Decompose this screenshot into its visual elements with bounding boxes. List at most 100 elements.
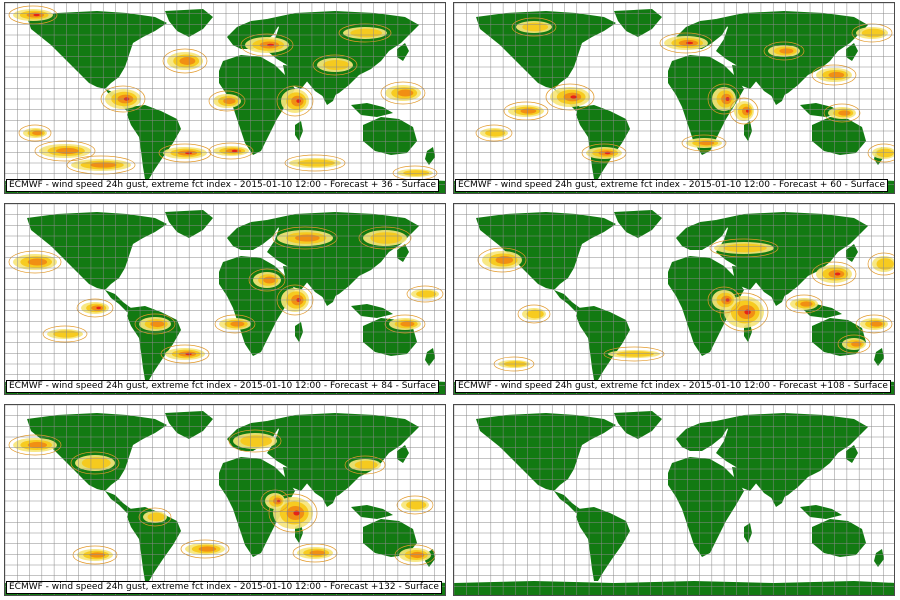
efi-contour	[511, 17, 557, 37]
efi-level-3	[834, 272, 841, 276]
efi-contour	[138, 507, 172, 527]
efi-contour	[477, 247, 527, 273]
efi-area	[158, 143, 212, 163]
landmass-india	[321, 475, 339, 507]
graticule	[454, 405, 894, 595]
map-panel-1: ECMWF - wind speed 24h gust, extreme fct…	[4, 2, 446, 194]
efi-contour	[158, 143, 212, 163]
landmass-antarctica	[454, 581, 894, 595]
efi-contour	[380, 81, 426, 105]
efi-area	[384, 314, 426, 334]
efi-contour	[312, 54, 358, 76]
efi-areas	[8, 429, 436, 566]
efi-area	[138, 507, 172, 527]
efi-area	[811, 261, 857, 287]
world-map-3	[5, 204, 445, 394]
efi-level-2	[295, 234, 320, 242]
efi-level-1	[147, 512, 165, 522]
efi-contour	[396, 495, 434, 515]
efi-level-1	[485, 129, 506, 137]
efi-level-1	[416, 290, 437, 298]
efi-contour	[8, 250, 62, 274]
landmass-indonesia	[351, 304, 393, 318]
efi-areas	[8, 226, 444, 364]
efi-level-2	[870, 321, 883, 327]
efi-level-3	[33, 13, 40, 17]
efi-contour	[823, 103, 861, 123]
efi-contour	[272, 226, 338, 250]
efi-contour	[66, 155, 136, 175]
efi-contour	[72, 545, 118, 565]
efi-contour	[811, 64, 857, 86]
graticule	[454, 3, 894, 193]
efi-contour	[42, 325, 88, 343]
efi-level-2	[55, 147, 79, 155]
world-map-6	[454, 405, 894, 595]
landmass-india	[770, 475, 788, 507]
efi-level-2	[223, 97, 236, 105]
landmass-south-america	[576, 105, 630, 179]
efi-contour	[34, 140, 96, 162]
landmass-india	[321, 73, 339, 105]
efi-area	[248, 268, 286, 292]
efi-contour	[208, 142, 254, 160]
efi-contour	[162, 48, 208, 74]
landmass-new-zealand	[425, 348, 435, 366]
efi-level-2	[230, 321, 245, 327]
efi-contour	[344, 455, 386, 475]
efi-area	[503, 101, 549, 121]
efi-area	[855, 314, 893, 334]
efi-area	[162, 48, 208, 74]
landmass-africa	[668, 256, 744, 356]
efi-level-1	[876, 258, 894, 270]
efi-area	[581, 143, 627, 163]
efi-area	[276, 85, 314, 117]
efi-level-1	[616, 351, 654, 357]
map-caption-3: ECMWF - wind speed 24h gust, extreme fct…	[6, 380, 440, 393]
efi-area	[811, 64, 857, 86]
world-map-1	[5, 3, 445, 193]
efi-contour	[785, 294, 823, 314]
landmass-new-zealand	[874, 348, 884, 366]
efi-contour	[8, 5, 58, 25]
efi-contour	[855, 314, 893, 334]
map-panel-5: ECMWF - wind speed 24h gust, extreme fct…	[4, 404, 446, 596]
efi-level-3	[746, 109, 750, 113]
efi-level-2	[828, 71, 845, 79]
world-map-5	[5, 405, 445, 595]
efi-area	[208, 90, 246, 112]
efi-contour	[384, 314, 426, 334]
map-panel-6	[453, 404, 895, 596]
efi-contour	[240, 33, 294, 57]
efi-contour	[851, 23, 893, 43]
landmass-indonesia	[351, 505, 393, 519]
efi-level-2	[150, 320, 165, 328]
efi-contour	[867, 252, 894, 276]
world-map-2	[454, 3, 894, 193]
landmass-india	[770, 73, 788, 105]
efi-area	[659, 32, 713, 54]
landmass-north-america	[27, 11, 167, 89]
efi-level-2	[495, 256, 514, 264]
efi-area	[272, 226, 338, 250]
efi-contour	[545, 83, 595, 111]
efi-contour	[729, 97, 759, 125]
efi-area	[867, 143, 894, 163]
landmass-north-america	[476, 11, 616, 89]
efi-level-1	[354, 460, 378, 470]
landmass-australia	[812, 117, 866, 155]
efi-level-2	[179, 57, 196, 65]
efi-contour	[517, 304, 551, 324]
map-panel-3: ECMWF - wind speed 24h gust, extreme fct…	[4, 203, 446, 395]
efi-level-1	[403, 170, 430, 176]
landmass-africa	[219, 55, 295, 155]
efi-level-2	[397, 89, 414, 97]
efi-contour	[180, 539, 230, 559]
landmass-south-america	[576, 507, 630, 581]
efi-contour	[406, 285, 444, 303]
efi-level-1	[370, 232, 403, 244]
efi-contour	[763, 41, 805, 61]
efi-area	[228, 429, 282, 453]
efi-contour	[292, 543, 338, 563]
efi-area	[312, 54, 358, 76]
